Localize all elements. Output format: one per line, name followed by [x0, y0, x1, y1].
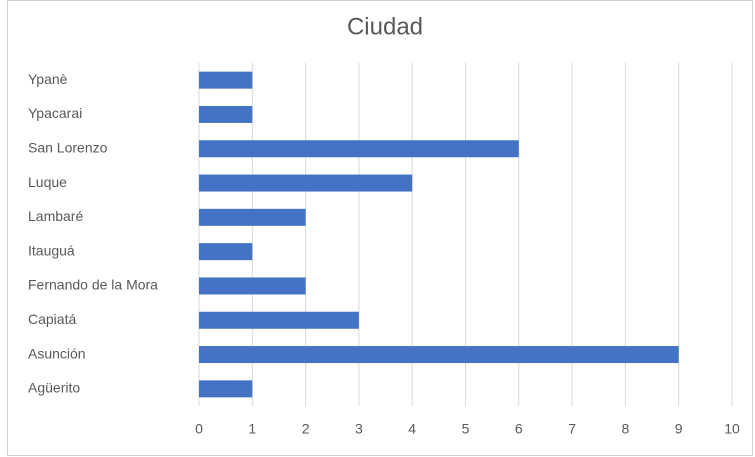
y-tick-label: Agüerito — [28, 380, 80, 396]
x-tick-label: 9 — [675, 421, 683, 437]
bar — [199, 243, 253, 261]
y-tick-label: Lambaré — [28, 208, 83, 224]
x-tick-label: 5 — [462, 421, 470, 437]
x-tick-label: 1 — [248, 421, 256, 437]
y-tick-label: Itauguá — [28, 242, 75, 258]
y-tick-label: Capiatá — [28, 311, 76, 327]
bar — [199, 311, 359, 329]
y-tick-label: Asunción — [28, 345, 86, 361]
y-tick-label: Fernando de la Mora — [28, 277, 158, 293]
x-tick-label: 7 — [568, 421, 576, 437]
y-tick-label: Ypanè — [28, 71, 68, 87]
bar — [199, 346, 679, 364]
x-tick-label: 3 — [355, 421, 363, 437]
x-tick-label: 10 — [724, 421, 740, 437]
bar — [199, 140, 519, 158]
bar — [199, 380, 253, 398]
bar — [199, 208, 306, 226]
chart-border — [7, 0, 753, 456]
x-tick-label: 2 — [302, 421, 310, 437]
y-tick-label: Luque — [28, 174, 67, 190]
bar — [199, 174, 413, 192]
x-tick-label: 8 — [622, 421, 630, 437]
x-tick-label: 0 — [195, 421, 203, 437]
bar — [199, 277, 306, 295]
y-tick-label: San Lorenzo — [28, 139, 108, 155]
y-tick-label: Ypacarai — [28, 105, 82, 121]
x-tick-label: 6 — [515, 421, 523, 437]
x-tick-label: 4 — [408, 421, 416, 437]
bar — [199, 71, 253, 89]
bar — [199, 105, 253, 123]
chart-title: Ciudad — [347, 13, 423, 40]
